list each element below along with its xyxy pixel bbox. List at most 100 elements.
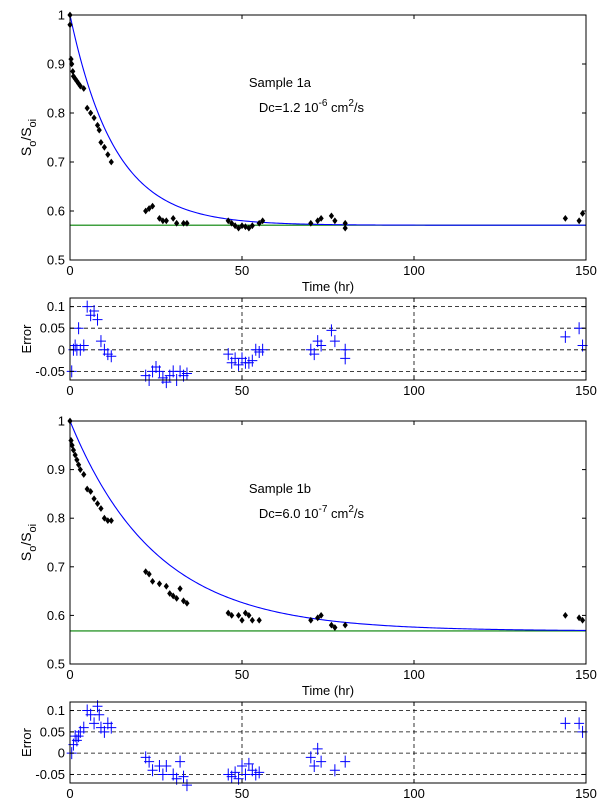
data-point xyxy=(170,214,176,222)
error-point xyxy=(175,755,186,768)
dc-label-part: 2 xyxy=(348,504,354,515)
y-tick-label: 0.7 xyxy=(47,155,65,170)
data-point xyxy=(143,207,149,215)
data-point xyxy=(308,219,314,227)
data-point xyxy=(76,461,82,469)
data-point xyxy=(77,466,83,473)
data-point xyxy=(256,219,262,227)
error-point xyxy=(560,330,571,343)
data-point xyxy=(177,585,183,593)
error-point xyxy=(82,300,93,313)
error-point xyxy=(237,759,247,772)
plot-area xyxy=(70,421,586,664)
data-point xyxy=(239,616,245,624)
data-point xyxy=(74,456,80,464)
data-point xyxy=(81,85,87,92)
y-axis-label: Error xyxy=(19,324,34,354)
data-point xyxy=(239,222,245,230)
data-point xyxy=(579,210,586,217)
data-point xyxy=(105,517,111,525)
y-axis-label: So/Soi xyxy=(18,119,39,156)
data-point xyxy=(91,114,97,122)
data-point xyxy=(94,121,101,129)
data-point xyxy=(332,217,338,225)
data-point xyxy=(180,219,187,227)
data-point xyxy=(149,202,156,210)
data-point xyxy=(180,597,187,605)
error-point xyxy=(154,365,165,378)
y-axis-label: Error xyxy=(19,727,34,757)
error-point xyxy=(254,766,265,779)
error-point xyxy=(305,751,316,764)
y-tick-label: 0 xyxy=(58,342,65,357)
error-point xyxy=(243,757,254,770)
error-point xyxy=(106,350,117,363)
y-tick-label: 0.6 xyxy=(47,608,65,623)
data-point xyxy=(184,219,190,227)
data-point xyxy=(160,217,166,225)
data-point xyxy=(108,158,114,166)
error-point xyxy=(340,352,351,365)
data-point xyxy=(576,614,582,622)
data-point xyxy=(81,471,87,478)
x-tick-label: 0 xyxy=(66,667,73,682)
error-point xyxy=(78,339,89,352)
data-point xyxy=(84,485,90,493)
data-point xyxy=(88,488,94,495)
axes-box xyxy=(69,14,587,261)
error-point xyxy=(89,717,100,730)
data-point xyxy=(94,500,101,508)
error-point xyxy=(85,708,96,721)
data-point xyxy=(562,612,568,619)
y-tick-label: 0.1 xyxy=(47,299,65,314)
error-point xyxy=(95,335,106,348)
data-point xyxy=(256,616,262,624)
dc-label-part: /s xyxy=(354,506,365,521)
data-point xyxy=(108,517,114,525)
error-point xyxy=(89,304,100,317)
data-point xyxy=(576,217,582,225)
data-point xyxy=(88,109,94,117)
data-point xyxy=(101,514,107,522)
y-tick-label: 0.8 xyxy=(47,511,65,526)
data-point xyxy=(98,139,104,146)
x-tick-label: 150 xyxy=(575,383,597,398)
y-tick-label: 0.7 xyxy=(47,559,65,574)
dc-label-part: Dc=6.0 10 xyxy=(259,506,319,521)
x-tick-label: 0 xyxy=(66,786,73,801)
x-tick-label: 0 xyxy=(66,383,73,398)
data-point xyxy=(156,214,163,222)
error-point xyxy=(230,766,241,779)
dc-label: Dc=6.0 10-7 cm2/s xyxy=(259,504,365,521)
data-point xyxy=(225,609,231,617)
data-point xyxy=(260,217,266,225)
error-point xyxy=(178,770,189,783)
x-tick-label: 50 xyxy=(235,786,249,801)
error-point xyxy=(329,335,340,348)
x-tick-label: 150 xyxy=(575,263,597,278)
dc-label-part: 2 xyxy=(348,98,354,109)
data-point xyxy=(308,616,314,624)
error-point xyxy=(147,764,158,777)
y-label-part: /S xyxy=(18,127,34,140)
error-point xyxy=(223,348,234,361)
error-point xyxy=(73,322,84,335)
data-point xyxy=(72,451,78,459)
data-point xyxy=(84,104,90,112)
data-point xyxy=(163,582,169,590)
error-point xyxy=(181,367,192,380)
data-point xyxy=(249,222,255,230)
error-point xyxy=(326,324,337,337)
data-point xyxy=(249,616,255,624)
x-tick-label: 50 xyxy=(235,383,249,398)
error-point xyxy=(181,779,192,792)
error-point xyxy=(240,768,251,781)
error-point xyxy=(257,343,268,356)
error-point xyxy=(161,376,172,389)
data-point xyxy=(562,214,568,222)
data-point xyxy=(70,446,77,454)
data-point xyxy=(170,592,176,600)
y-tick-label: 0.8 xyxy=(47,106,65,121)
data-point xyxy=(342,219,348,227)
